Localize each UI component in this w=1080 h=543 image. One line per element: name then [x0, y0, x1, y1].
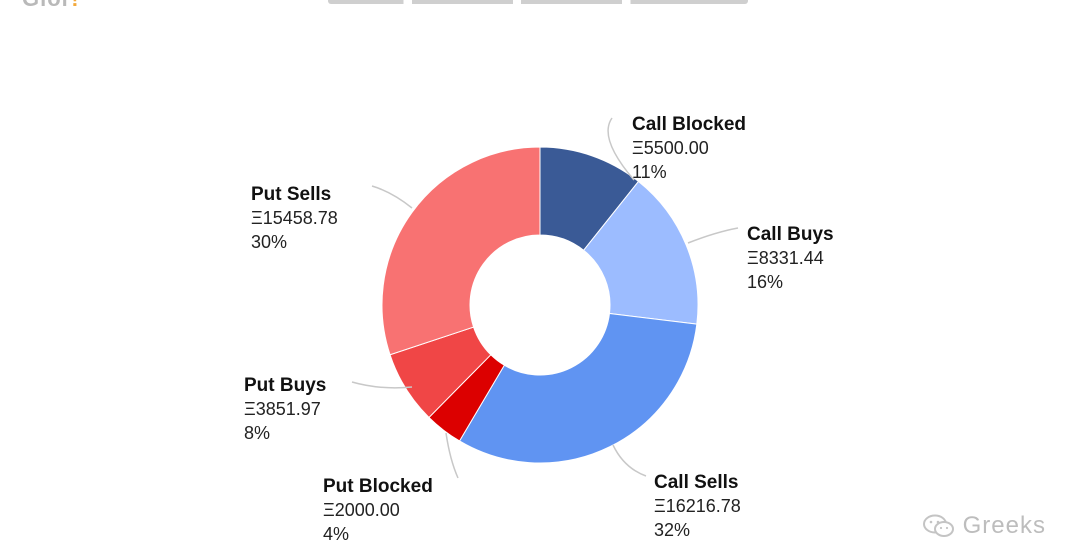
leader-line [445, 432, 459, 479]
slice-label-value: Ξ2000.00 [323, 500, 400, 520]
logo-dot: ! [71, 0, 79, 11]
leader-line [351, 381, 413, 389]
slice-label: Call Buys Ξ8331.44 16% [747, 224, 834, 292]
slice-label-percent: 32% [654, 520, 690, 540]
leader-line [607, 117, 635, 181]
brand-logo: Glor! [22, 0, 114, 11]
slice-label-value: Ξ15458.78 [251, 208, 338, 228]
slice-label: Call Blocked Ξ5500.00 11% [632, 114, 746, 182]
slice-label-value: Ξ5500.00 [632, 138, 709, 158]
slice-label-percent: 30% [251, 232, 287, 252]
slice-label-percent: 4% [323, 524, 349, 543]
leader-line [612, 444, 647, 477]
slice-label-percent: 8% [244, 423, 270, 443]
slice-label-percent: 11% [632, 162, 667, 182]
slice-call-buys [582, 180, 699, 325]
chart-leader-lines [351, 117, 739, 479]
slice-label: Put Sells Ξ15458.78 30% [251, 184, 338, 252]
leader-line [687, 227, 739, 244]
slice-put-sells [381, 146, 541, 356]
slice-label-name: Call Buys [747, 224, 834, 245]
slice-label-name: Put Blocked [323, 476, 433, 497]
watermark-text: Greeks [962, 512, 1046, 539]
slice-label-name: Put Buys [244, 375, 326, 396]
slice-label: Put Blocked Ξ2000.00 4% [323, 476, 433, 543]
chart-labels: Call Blocked Ξ5500.00 11% Call Buys Ξ8331.44… [244, 114, 834, 543]
slice-label-value: Ξ3851.97 [244, 399, 321, 419]
chart-slices [381, 146, 699, 464]
slice-label-value: Ξ16216.78 [654, 496, 741, 516]
slice-label-percent: 16% [747, 272, 783, 292]
slice-label-value: Ξ8331.44 [747, 248, 824, 268]
slice-call-sells [458, 312, 698, 464]
slice-label-name: Call Blocked [632, 114, 746, 135]
slice-label: Put Buys Ξ3851.97 8% [244, 375, 326, 443]
wechat-icon [922, 514, 954, 537]
leader-line [371, 185, 413, 209]
page-title-cropped [328, 0, 748, 4]
slice-label-name: Call Sells [654, 472, 739, 493]
watermark: Greeks [921, 511, 1046, 541]
slice-label-name: Put Sells [251, 184, 331, 205]
logo-text: Glor [22, 0, 71, 11]
slice-label: Call Sells Ξ16216.78 32% [654, 472, 741, 540]
